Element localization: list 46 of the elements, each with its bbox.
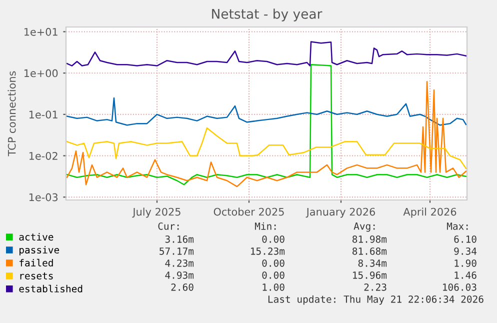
x-tick-label: July 2025 (132, 208, 180, 218)
text: 81.68m (352, 247, 387, 255)
line-series (66, 41, 467, 66)
text: Avg: (354, 222, 375, 232)
text: 1.46 (454, 271, 476, 279)
text: 106.03 (443, 283, 476, 291)
text: 81.98m (352, 235, 387, 243)
legend-label: established (19, 284, 82, 292)
text: 15.23m (251, 247, 285, 255)
y-axis-title: TCP connections (8, 71, 16, 156)
y-tick-label: 1e-03 (29, 193, 58, 202)
text: 2.23 (364, 283, 386, 291)
x-tick-label: April 2026 (403, 208, 456, 218)
legend-label: failed (20, 258, 53, 266)
x-tick-label: October 2025 (214, 208, 284, 216)
legend-label: active (19, 233, 54, 241)
x-tick-label: January 2026 (306, 208, 375, 218)
text: 2.60 (171, 283, 194, 291)
legend-label: passive (20, 246, 60, 256)
text: 4.93m (165, 271, 194, 279)
text: 1.90 (454, 259, 476, 267)
text: 0.00 (262, 259, 284, 267)
text: 0.00 (262, 271, 284, 279)
line-series (66, 97, 467, 126)
text: 9.34 (454, 247, 477, 255)
text: 4.23m (165, 259, 194, 267)
text: 6.10 (454, 235, 476, 243)
text: 1.00 (262, 283, 284, 291)
line-series (66, 127, 467, 170)
text: Last update: Thu May 21 22:06:34 2026 (268, 295, 484, 305)
line-series (66, 81, 467, 188)
text: 15.96m (353, 271, 387, 279)
line-series (66, 64, 467, 186)
y-tick-label: 1e-01 (29, 110, 58, 118)
text: 8.34m (358, 259, 387, 267)
y-tick-label: 1e+01 (24, 28, 58, 36)
text: 57.17m (160, 248, 194, 255)
y-tick-label: 1e+00 (24, 69, 58, 78)
text: Min: (254, 222, 276, 230)
text: 0.00 (262, 235, 284, 243)
text: 3.16m (165, 235, 194, 243)
legend-label: resets (20, 272, 53, 280)
text: Cur: (158, 222, 179, 230)
text: Max: (446, 222, 468, 230)
chart-title: Netstat - by year (212, 8, 322, 22)
y-tick-label: 1e-02 (29, 152, 58, 160)
